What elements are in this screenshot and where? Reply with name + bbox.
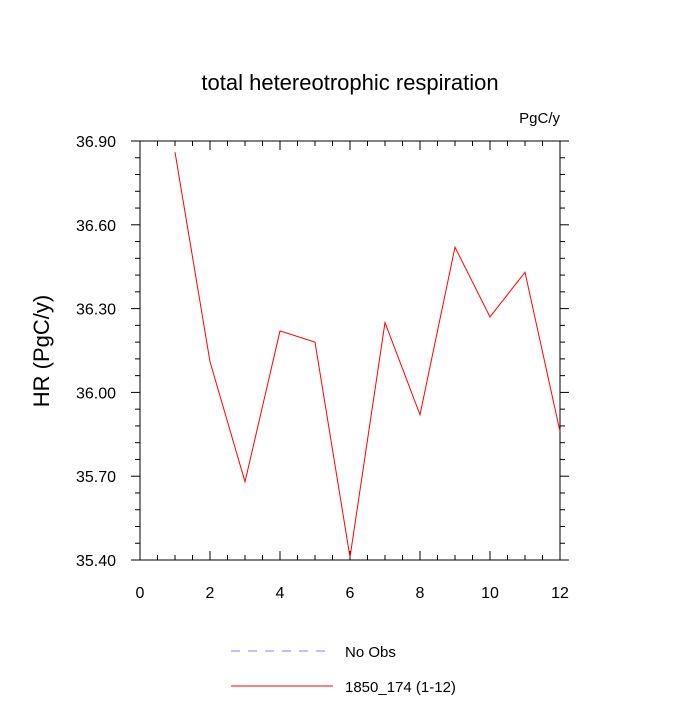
series-layer — [175, 152, 560, 557]
legend-label: No Obs — [345, 644, 396, 661]
x-tick-label: 12 — [551, 585, 569, 602]
y-tick-label: 36.00 — [76, 385, 116, 402]
chart-title: total hetereotrophic respiration — [201, 70, 498, 95]
legend: No Obs 1850_174 (1-12) — [231, 644, 456, 696]
series-line — [175, 152, 560, 557]
x-tick-label: 8 — [416, 585, 425, 602]
x-tick-label: 2 — [206, 585, 215, 602]
plot-frame — [140, 141, 560, 560]
units-label: PgC/y — [519, 110, 560, 127]
x-axis: 0 2 4 6 8 10 12 — [136, 141, 569, 602]
x-tick-label: 6 — [346, 585, 355, 602]
x-tick-label: 10 — [481, 585, 499, 602]
legend-label: 1850_174 (1-12) — [345, 679, 456, 696]
y-axis: 35.40 35.70 36.00 36.30 36.60 36.90 — [76, 134, 569, 570]
y-tick-label: 35.70 — [76, 469, 116, 486]
y-tick-label: 35.40 — [76, 553, 116, 570]
y-tick-label: 36.30 — [76, 302, 116, 319]
x-tick-label: 0 — [136, 585, 145, 602]
x-tick-label: 4 — [276, 585, 285, 602]
y-axis-label: HR (PgC/y) — [29, 295, 54, 407]
y-tick-label: 36.90 — [76, 134, 116, 151]
y-tick-label: 36.60 — [76, 218, 116, 235]
